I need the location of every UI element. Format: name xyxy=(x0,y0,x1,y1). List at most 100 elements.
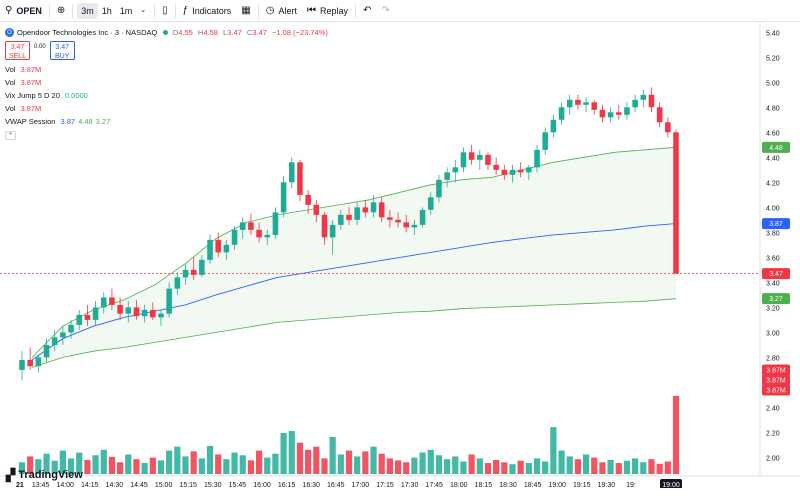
ohlc-low: 3.47 xyxy=(227,27,242,37)
buy-label: BUY xyxy=(54,53,70,60)
time-tick-label: 14:30 xyxy=(106,482,124,488)
vwap-value: 3.87 xyxy=(60,116,76,126)
price-chart[interactable]: 5.40 5.20 5.00 4.80 4.60 4.40 4.20 4.00 3.80 3.60… xyxy=(0,22,800,488)
price-tick-label: 5.00 xyxy=(766,80,780,87)
candle-body xyxy=(640,94,647,100)
interval-1h[interactable]: 1h xyxy=(101,5,112,16)
time-tick-label: 14:00 xyxy=(56,482,74,488)
replay-button[interactable]: ⏮ Replay xyxy=(302,0,353,22)
symbol-search[interactable]: ⚲ OPEN xyxy=(0,0,47,22)
volume-bar xyxy=(190,451,197,474)
volume-bar xyxy=(108,456,116,474)
price-tick-label: 4.60 xyxy=(766,130,780,137)
interval-dropdown[interactable]: ⌄ xyxy=(136,3,150,19)
indicator-value: 3.87M xyxy=(20,64,42,74)
candle-body xyxy=(444,172,450,180)
compare-button[interactable]: ⊕ xyxy=(52,0,70,22)
current-time-label: 19:00 xyxy=(662,482,680,488)
volume-bar xyxy=(476,458,483,474)
volume-bar xyxy=(443,459,451,474)
candle-body xyxy=(174,277,181,289)
volume-bar xyxy=(166,450,173,474)
candle-body xyxy=(125,307,132,314)
volume-bar xyxy=(182,456,189,474)
price-tick-label: 5.40 xyxy=(766,30,780,37)
candle-body xyxy=(615,112,622,115)
candle-body xyxy=(387,217,393,220)
symbol-label: OPEN xyxy=(16,5,42,16)
candle-body xyxy=(575,99,581,105)
sell-button[interactable]: 3.47 SELL xyxy=(5,41,30,60)
buy-button[interactable]: 3.47 BUY xyxy=(49,41,75,60)
candle-body xyxy=(239,222,246,230)
price-scale-tag-label: 3.87 xyxy=(769,221,783,228)
candle-body xyxy=(329,224,336,238)
time-tick-label: 16:00 xyxy=(253,482,271,488)
indicators-button[interactable]: ƒ Indicators xyxy=(178,0,237,22)
volume-bar xyxy=(264,457,271,474)
divider xyxy=(154,3,156,18)
candle-body xyxy=(150,309,156,318)
volume-bar xyxy=(116,462,124,474)
price-tick-label: 3.20 xyxy=(766,305,780,312)
price-scale-tag xyxy=(762,384,790,396)
undo-button[interactable]: ↶ xyxy=(358,0,376,22)
volume-bar xyxy=(354,456,361,474)
indicator-value: 3.87M xyxy=(20,103,42,113)
volume-bar xyxy=(288,431,295,474)
price-scale-tag-label: 3.27 xyxy=(769,296,783,303)
candle-body xyxy=(215,239,221,253)
trade-buttons: 3.47 SELL 0.00 3.47 BUY xyxy=(5,41,331,60)
price-scale-tag-label: 3.87M xyxy=(766,368,786,375)
alert-button[interactable]: ◷ Alert xyxy=(261,0,302,22)
time-tick-label: 15:30 xyxy=(204,482,222,488)
templates-button[interactable]: ▦ xyxy=(236,0,255,22)
chart-type-button[interactable]: ▯ xyxy=(157,0,173,22)
volume-bar xyxy=(305,449,312,474)
candle-body xyxy=(493,164,499,170)
ohlc-h-label: H xyxy=(197,27,204,37)
volume-bar xyxy=(525,463,532,474)
indicator-row[interactable]: Vol 3.87M xyxy=(5,76,331,89)
interval-3m[interactable]: 3m xyxy=(77,2,98,19)
volume-bar xyxy=(313,446,320,474)
candle-body xyxy=(378,202,385,218)
volume-bar xyxy=(623,460,631,474)
volume-bar xyxy=(460,461,467,474)
volume-bar xyxy=(452,456,459,474)
price-tick-label: 3.00 xyxy=(766,330,780,337)
divider xyxy=(72,3,74,18)
candle-body xyxy=(305,194,311,205)
indicator-value: 0.0000 xyxy=(64,90,88,100)
tradingview-watermark[interactable]: ▞​ TradingView xyxy=(6,468,83,482)
chevron-up-icon: ⌃ xyxy=(7,132,14,139)
undo-icon: ↶ xyxy=(362,4,372,16)
candle-body xyxy=(526,167,532,173)
indicator-row[interactable]: Vol 3.87M xyxy=(5,63,331,76)
volume-bar xyxy=(59,450,66,474)
interval-1m[interactable]: 1m xyxy=(119,5,133,16)
candle-body xyxy=(199,259,205,275)
price-tick-label: 4.00 xyxy=(766,205,780,212)
indicator-row[interactable]: Vix Jump 5 D 20 0.0000 xyxy=(5,89,331,102)
volume-bar xyxy=(419,452,426,474)
volume-bar xyxy=(656,463,663,474)
candle-body xyxy=(51,337,58,345)
redo-button[interactable]: ↷ xyxy=(376,0,394,22)
volume-bar xyxy=(206,445,214,474)
volume-bar xyxy=(509,464,516,474)
time-tick-label: 14:45 xyxy=(130,482,148,488)
time-tick-label: 18:15 xyxy=(475,482,493,488)
time-tick-label: 17:15 xyxy=(376,482,394,488)
candle-body xyxy=(665,122,671,133)
indicator-row-vwap[interactable]: VWAP Session 3.87 4.48 3.27 xyxy=(5,115,331,128)
candle-body xyxy=(509,169,516,175)
candle-body xyxy=(313,204,320,215)
candle-body xyxy=(297,162,303,195)
indicator-row[interactable]: Vol 3.87M xyxy=(5,102,331,115)
ohlc-open: 4.55 xyxy=(178,27,193,37)
collapse-legend-button[interactable]: ⌃ xyxy=(5,131,16,140)
divider xyxy=(48,3,50,18)
candle-body xyxy=(68,324,74,333)
candle-body xyxy=(477,154,483,160)
